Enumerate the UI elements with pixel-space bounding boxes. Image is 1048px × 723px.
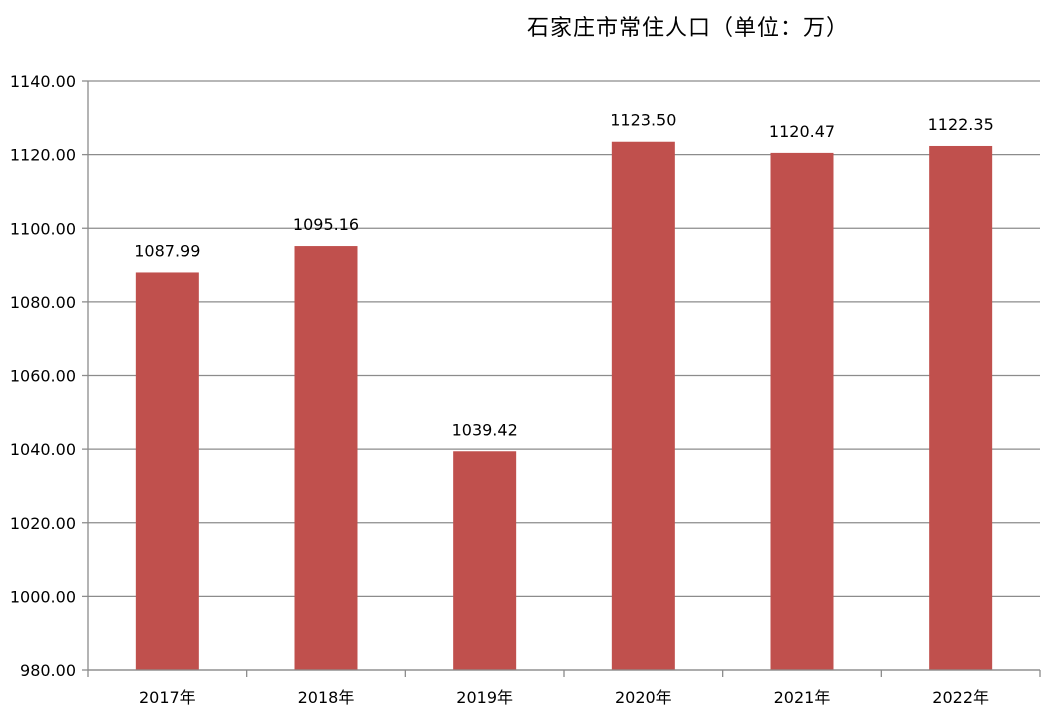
- x-tick-label: 2021年: [774, 688, 831, 707]
- chart-title: 石家庄市常住人口（单位：万）: [0, 10, 1048, 42]
- bar: [135, 272, 199, 670]
- data-label: 1095.16: [293, 215, 359, 234]
- y-tick-label: 1020.00: [10, 514, 76, 533]
- bar: [453, 451, 517, 670]
- bar: [770, 152, 834, 671]
- y-tick-label: 980.00: [20, 661, 76, 680]
- data-label: 1039.42: [452, 420, 518, 439]
- data-label: 1087.99: [134, 241, 200, 260]
- x-tick-label: 2018年: [298, 688, 355, 707]
- bar: [294, 246, 358, 670]
- bars: [135, 141, 993, 671]
- y-axis-ticks: 980.00 1000.00 1020.00 1040.00 1060.00 1080.0…: [10, 72, 88, 680]
- data-label: 1123.50: [610, 111, 676, 130]
- y-tick-label: 1100.00: [10, 219, 76, 238]
- y-tick-label: 1120.00: [10, 146, 76, 165]
- y-tick-label: 1080.00: [10, 293, 76, 312]
- y-tick-label: 1140.00: [10, 72, 76, 91]
- data-labels: 1087.99 1095.16 1039.42 1123.50 1120.47 1122.…: [134, 111, 994, 440]
- x-tick-label: 2022年: [932, 688, 989, 707]
- bar: [929, 145, 993, 670]
- data-label: 1122.35: [928, 115, 994, 134]
- x-tick-label: 2020年: [615, 688, 672, 707]
- data-label: 1120.47: [769, 122, 835, 141]
- x-tick-label: 2017年: [139, 688, 196, 707]
- bar: [611, 141, 675, 671]
- y-tick-label: 1040.00: [10, 440, 76, 459]
- gridlines: [88, 80, 1040, 671]
- x-tick-label: 2019年: [456, 688, 513, 707]
- chart-title-text: 石家庄市常住人口（单位：万）: [526, 16, 849, 41]
- y-tick-label: 1000.00: [10, 587, 76, 606]
- y-tick-label: 1060.00: [10, 367, 76, 386]
- x-axis-ticks: 2017年 2018年 2019年 2020年 2021年 2022年: [87, 670, 1041, 707]
